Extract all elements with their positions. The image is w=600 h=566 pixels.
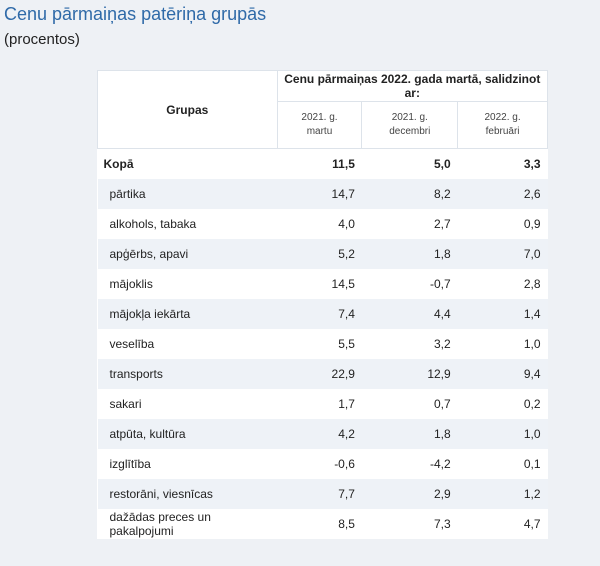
cell-value: 12,9 (361, 359, 458, 389)
table-row: alkohols, tabaka 4,0 2,7 0,9 (98, 209, 548, 239)
row-label: sakari (109, 397, 142, 411)
cell-value: 5,0 (433, 157, 451, 171)
cell-value: 7,4 (277, 299, 362, 329)
table-row: veselība 5,5 3,2 1,0 (98, 329, 548, 359)
cell-value: 3,3 (523, 157, 541, 171)
cell-value: 3,2 (433, 337, 451, 351)
cell-value: 0,2 (523, 397, 541, 411)
cell-value: 4,0 (338, 217, 355, 231)
cell-value: 1,2 (457, 479, 548, 509)
cell-value: 2,9 (361, 479, 458, 509)
column-header-line: 2022. g. (484, 112, 521, 123)
cell-value: 5,2 (277, 239, 362, 269)
cell-value: 14,7 (277, 179, 362, 209)
cell-value: -0,7 (429, 277, 451, 291)
cell-value: 1,0 (523, 337, 541, 351)
row-label: veselība (109, 337, 155, 351)
table-row: mājoklis 14,5 -0,7 2,8 (98, 269, 548, 299)
row-label: atpūta, kultūra (97, 419, 278, 449)
data-table: Grupas Cenu pārmaiņas 2022. gada martā, … (97, 70, 549, 539)
table-row: restorāni, viesnīcas 7,7 2,9 1,2 (97, 479, 548, 509)
cell-value: 2,7 (433, 217, 451, 231)
row-label: mājoklis (109, 277, 153, 291)
row-label: apģērbs, apavi (97, 239, 278, 269)
column-header-line: martu (306, 126, 333, 137)
subtitle: (procentos) (4, 31, 80, 48)
column-header-line: 2021. g. (301, 112, 338, 123)
table-row: dažādas preces un pakalpojumi 8,5 7,3 4,7 (98, 509, 548, 539)
cell-value: 1,4 (457, 299, 548, 329)
cell-value: 1,8 (361, 239, 458, 269)
column-header: 2022. g. februāri (457, 101, 548, 149)
table-row: pārtika 14,7 8,2 2,6 (97, 179, 548, 209)
cell-value: 0,7 (433, 397, 451, 411)
row-label: alkohols, tabaka (109, 217, 197, 231)
cell-value: 0,9 (523, 217, 541, 231)
table-row: transports 22,9 12,9 9,4 (97, 359, 548, 389)
cell-value: -0,6 (334, 457, 355, 471)
cell-value: 1,0 (457, 419, 548, 449)
title: Cenu pārmaiņas patēriņa grupās (4, 4, 267, 24)
cell-value: 4,2 (277, 419, 362, 449)
table-row: apģērbs, apavi 5,2 1,8 7,0 (97, 239, 548, 269)
column-header: 2021. g. decembri (361, 101, 459, 149)
cell-value: 4,7 (523, 517, 541, 531)
table-row: Kopā 11,5 5,0 3,3 (98, 149, 548, 180)
cell-value: 7,3 (433, 517, 451, 531)
cell-value: 5,5 (338, 337, 355, 351)
cell-value: 1,7 (338, 397, 355, 411)
row-label: Kopā (103, 157, 134, 171)
table-row: atpūta, kultūra 4,2 1,8 1,0 (97, 419, 548, 449)
row-label: pārtika (97, 179, 278, 209)
column-header-line: decembri (389, 126, 431, 137)
row-label: restorāni, viesnīcas (97, 479, 278, 509)
cell-value: 0,1 (523, 457, 541, 471)
group-header: Grupas (97, 70, 278, 149)
cell-value: 22,9 (277, 359, 362, 389)
cell-value: 7,7 (277, 479, 362, 509)
row-label: dažādas preces un pakalpojumi (109, 510, 211, 538)
cell-value: -4,2 (429, 457, 451, 471)
cell-value: 11,5 (332, 157, 355, 171)
cell-value: 1,8 (361, 419, 458, 449)
row-label: transports (97, 359, 278, 389)
cell-value: 8,5 (338, 517, 355, 531)
cell-value: 9,4 (457, 359, 548, 389)
row-label: mājokļa iekārta (97, 299, 278, 329)
column-header: 2021. g. martu (276, 101, 363, 149)
cell-value: 2,6 (457, 179, 548, 209)
column-header-line: 2021. g. (391, 112, 428, 123)
cell-value: 7,0 (457, 239, 548, 269)
cell-value: 8,2 (361, 179, 458, 209)
cell-value: 2,8 (523, 277, 541, 291)
table-row: izglītība -0,6 -4,2 0,1 (98, 449, 548, 479)
span-header: Cenu pārmaiņas 2022. gada martā, salidzi… (276, 70, 549, 102)
column-header-line: februāri (485, 126, 520, 137)
cell-value: 14,5 (331, 277, 355, 291)
table-row: sakari 1,7 0,7 0,2 (98, 389, 548, 419)
table-row: mājokļa iekārta 7,4 4,4 1,4 (97, 299, 548, 329)
cell-value: 4,4 (361, 299, 458, 329)
row-label: izglītība (109, 457, 151, 471)
